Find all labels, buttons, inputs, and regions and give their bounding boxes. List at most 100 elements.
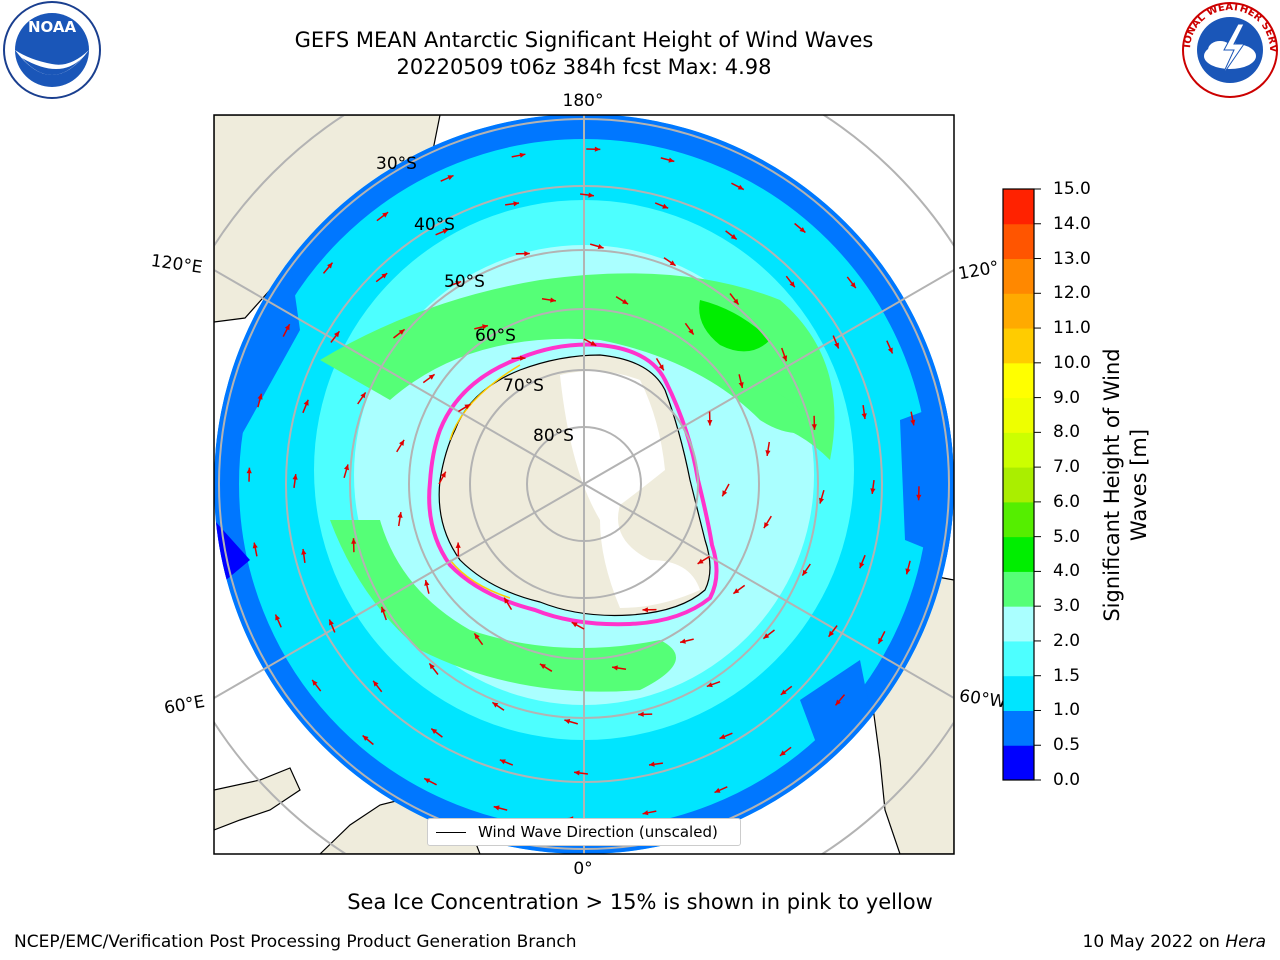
wave-direction-arrow: [832, 335, 840, 349]
colorbar-tick-label: 0.5: [1053, 735, 1081, 756]
colorbar-tick-label: 5.0: [1053, 526, 1081, 547]
wave-direction-arrow: [586, 146, 601, 152]
wave-direction-arrow: [642, 810, 657, 816]
wave-direction-arrow: [541, 297, 557, 303]
wave-direction-arrow: [725, 230, 738, 240]
wave-direction-arrow: [511, 355, 526, 361]
wave-direction-arrow: [438, 471, 447, 485]
wave-direction-arrow: [738, 374, 744, 389]
wave-direction-arrow: [648, 761, 664, 767]
wave-direction-arrow: [322, 262, 334, 274]
wave-direction-arrow: [493, 805, 508, 811]
colorbar-band: [1003, 710, 1034, 746]
lon-label-0: 0°: [573, 859, 592, 879]
wave-direction-arrow: [274, 614, 282, 628]
colorbar-band: [1003, 640, 1034, 677]
colorbar-band: [1003, 467, 1034, 503]
wave-direction-arrow: [396, 439, 405, 453]
colorbar-tick-label: 2.0: [1053, 630, 1081, 651]
svg-text:NOAA: NOAA: [28, 18, 77, 36]
wave-direction-arrow: [707, 411, 713, 426]
colorbar-band: [1003, 293, 1034, 329]
lat-label: 30°S: [376, 154, 417, 174]
lon-label-60w: 60°W: [958, 686, 1007, 712]
wave-direction-arrow: [257, 393, 263, 408]
wave-direction-arrow: [357, 391, 367, 405]
map-title: GEFS MEAN Antarctic Significant Height o…: [294, 28, 874, 52]
wave-direction-arrow: [330, 330, 340, 343]
lat-label: 50°S: [444, 272, 485, 292]
wave-direction-arrow: [447, 280, 462, 288]
wave-direction-arrow: [574, 770, 588, 776]
wave-direction-arrow: [539, 663, 553, 672]
wave-direction-arrow: [655, 358, 665, 371]
wave-direction-arrow: [455, 542, 461, 557]
colorbar-label: Significant Height of Wind Waves [m]: [1099, 285, 1159, 685]
colorbar-tick-label: 11.0: [1053, 318, 1091, 339]
wave-direction-arrow: [729, 293, 740, 306]
wave-direction-arrow: [697, 555, 710, 565]
wave-direction-arrow: [301, 548, 307, 564]
wave-direction-arrow: [311, 679, 322, 692]
lat-label: 80°S: [533, 426, 574, 446]
colorbar-band: [1003, 362, 1034, 399]
wave-direction-arrow: [473, 632, 484, 646]
colorbar-tick-label: 1.5: [1053, 665, 1081, 686]
sea-ice-note: Sea Ice Concentration > 15% is shown in …: [347, 890, 933, 914]
colorbar-band: [1003, 328, 1034, 364]
wave-direction-arrow: [785, 275, 796, 288]
antarctica-ice-shelf: [560, 371, 700, 608]
colorbar-tick-label: 8.0: [1053, 422, 1081, 443]
wave-direction-arrow: [564, 719, 579, 725]
wave-direction-arrow: [423, 777, 437, 786]
wave-direction-arrow: [515, 251, 530, 257]
colorbar: [1003, 188, 1041, 781]
footer-credit: NCEP/EMC/Verification Post Processing Pr…: [14, 932, 577, 952]
africa-land: [214, 767, 301, 831]
wave-direction-arrow: [638, 711, 653, 717]
wave-direction-arrow: [440, 174, 454, 182]
colorbar-tick-label: 4.0: [1053, 561, 1081, 582]
map-frame: [213, 114, 955, 855]
wave-direction-arrow: [611, 665, 627, 671]
wave-direction-arrow: [424, 579, 430, 594]
wave-direction-arrow: [504, 201, 520, 207]
wave-direction-arrow: [393, 328, 406, 339]
colorbar-band: [1003, 397, 1034, 433]
colorbar-band: [1003, 536, 1034, 572]
colorbar-tick-label: 12.0: [1053, 283, 1091, 304]
colorbar-tick-label: 13.0: [1053, 248, 1091, 269]
map-subtitle: 20220509 t06z 384h fcst Max: 4.98: [396, 55, 772, 79]
colorbar-label-line1: Significant Height of Wind: [1100, 348, 1124, 622]
wave-direction-arrow: [765, 441, 771, 457]
colorbar-tick-label: 1.0: [1053, 700, 1081, 721]
wave-direction-arrow: [372, 680, 383, 693]
wave-direction-arrow: [458, 403, 471, 413]
wave-direction-arrow: [435, 228, 449, 236]
wave-direction-arrow: [684, 322, 695, 336]
colorbar-tick-label: 14.0: [1053, 213, 1091, 234]
wave-direction-arrow: [292, 474, 298, 488]
colorbar-band: [1003, 501, 1034, 538]
wave-direction-arrow: [779, 746, 792, 757]
wave-direction-arrow: [362, 734, 374, 746]
wave-direction-arrow: [589, 243, 604, 249]
wave-direction-arrow: [571, 621, 585, 630]
map-legend: Wind Wave Direction (unscaled): [427, 818, 741, 846]
wave-direction-arrow: [828, 625, 838, 638]
footer-date: 10 May 2022 on Hera: [1083, 932, 1267, 952]
wave-direction-arrow: [583, 338, 597, 347]
footer-host: Hera: [1225, 932, 1266, 952]
legend-line-symbol: [436, 832, 466, 833]
wave-direction-arrow: [721, 483, 730, 497]
wave-direction-arrow: [422, 373, 436, 384]
sea-ice-edge: [427, 342, 719, 627]
colorbar-tick-label: 10.0: [1053, 352, 1091, 373]
wave-direction-arrow: [859, 554, 866, 569]
wave-direction-arrow: [351, 538, 357, 553]
wave-direction-arrow: [375, 272, 388, 283]
wave-direction-arrow: [302, 399, 309, 414]
wave-direction-arrow: [474, 324, 489, 330]
wave-direction-arrow: [794, 222, 806, 234]
